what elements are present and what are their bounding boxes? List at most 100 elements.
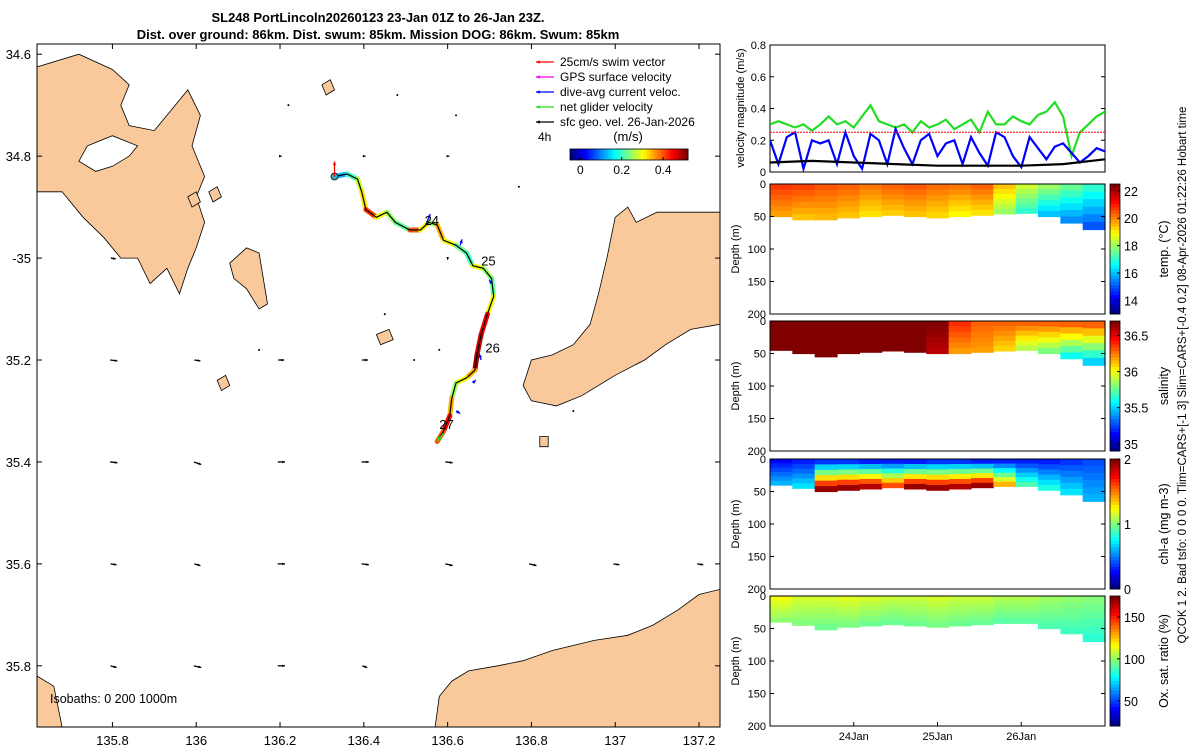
section-cell <box>1038 189 1061 196</box>
section-cell <box>904 341 927 348</box>
section-cell <box>770 340 793 346</box>
section-cell <box>971 199 994 206</box>
colorbar-tick-label: 0 <box>577 163 584 177</box>
section-cell <box>926 348 950 355</box>
current-vector-arrow <box>332 161 337 177</box>
colorbar-cell <box>670 149 674 160</box>
y-tick-label: 200 <box>748 309 766 321</box>
section-cell <box>971 473 994 479</box>
colorbar-cell <box>1110 696 1120 701</box>
section-cell <box>993 468 1017 474</box>
section-cell <box>1015 609 1039 615</box>
section-cell <box>770 467 793 473</box>
colorbar-tick-label: 16 <box>1124 267 1138 281</box>
x-tick-label: 25Jan <box>923 731 953 743</box>
section-cell <box>1082 206 1106 215</box>
section-cell <box>881 335 905 342</box>
colorbar-cell <box>1110 366 1120 371</box>
section-cell <box>971 189 994 195</box>
section-cell <box>770 184 793 191</box>
section-cell <box>792 342 816 349</box>
colorbar-cell <box>1110 337 1120 341</box>
isobath-dot <box>517 185 520 188</box>
net-velocity-arrow <box>436 433 444 442</box>
legend-arrow <box>536 75 554 79</box>
y-tick-label: 0 <box>760 591 766 603</box>
geo-velocity-arrow <box>279 154 282 158</box>
section-cell <box>859 336 883 343</box>
section-colorbar: 50 100 150 <box>1109 595 1145 727</box>
section-cell <box>1060 482 1084 490</box>
x-tick-label: 135.8 <box>96 733 129 748</box>
colorbar-tick-label: 22 <box>1124 185 1138 199</box>
section-cell <box>1015 600 1039 606</box>
section-cell <box>1038 337 1061 344</box>
y-tick-label: 35.2 <box>6 353 31 368</box>
isobath-dot <box>455 114 458 117</box>
geo-velocity-arrow <box>110 359 118 362</box>
section-cell <box>1082 473 1106 481</box>
legend-label: GPS surface velocity <box>560 70 671 84</box>
section-cell <box>770 463 793 469</box>
section-cell <box>859 615 883 622</box>
section-cell <box>993 325 1017 332</box>
y-tick-label: 100 <box>748 656 766 668</box>
section-cell <box>1038 321 1061 328</box>
colorbar-cell <box>1110 271 1120 276</box>
section-cell <box>770 335 793 342</box>
colorbar-cell <box>637 149 642 160</box>
section-cell <box>993 193 1017 200</box>
colorbar-cell <box>1110 661 1120 665</box>
section-cell <box>904 473 927 480</box>
colorbar-cell <box>1110 559 1120 564</box>
land-polygon <box>539 436 549 448</box>
section-cell <box>837 464 860 470</box>
section-cell <box>948 337 972 344</box>
section-cell <box>1038 469 1061 476</box>
section-cell <box>1015 188 1039 195</box>
y-tick-label: 200 <box>748 446 766 458</box>
section-cell <box>881 605 905 611</box>
section-cell <box>1038 601 1061 608</box>
geo-velocity-arrow <box>110 665 117 669</box>
section-cell <box>1015 193 1039 200</box>
section-ylabel: Depth (m) <box>730 637 742 686</box>
colorbar-cell <box>1110 618 1120 623</box>
section-cell <box>814 459 838 466</box>
colorbar-cell <box>578 149 583 160</box>
section-cell <box>904 194 927 201</box>
section-cell <box>881 345 905 352</box>
section-cell <box>1082 466 1106 474</box>
section-cell <box>770 345 793 351</box>
colorbar-tick-label: 18 <box>1124 240 1138 254</box>
section-cell <box>993 481 1017 487</box>
colorbar-tick-label: 2 <box>1124 453 1131 467</box>
section-cell <box>1038 617 1061 624</box>
section-cell <box>926 606 950 613</box>
colorbar-cell <box>1110 187 1120 191</box>
section-cell <box>1060 464 1084 472</box>
colorbar-tick-label: 150 <box>1124 611 1145 625</box>
colorbar-cell <box>602 149 606 160</box>
section-cell <box>1082 596 1106 605</box>
section-cell <box>926 189 950 196</box>
legend-arrow <box>536 105 554 109</box>
section-cell <box>770 189 793 196</box>
colorbar-cell <box>1110 402 1120 406</box>
colorbar-cell <box>590 149 595 160</box>
colorbar-cell <box>1110 491 1120 496</box>
section-cell <box>1015 321 1039 327</box>
colorbar-cell <box>664 149 668 160</box>
colorbar-cell <box>1110 428 1120 432</box>
geo-velocity-arrow <box>194 563 201 567</box>
colorbar-cell <box>1110 609 1120 613</box>
section-cell <box>814 213 838 221</box>
section-cell <box>881 478 905 484</box>
section-cell <box>1038 623 1061 630</box>
section-cell <box>971 210 994 216</box>
colorbar-cell <box>1110 719 1120 724</box>
section-cell <box>1038 485 1061 491</box>
section-cell <box>1060 608 1084 616</box>
section-cell <box>1082 199 1106 208</box>
section-cell <box>971 326 994 332</box>
